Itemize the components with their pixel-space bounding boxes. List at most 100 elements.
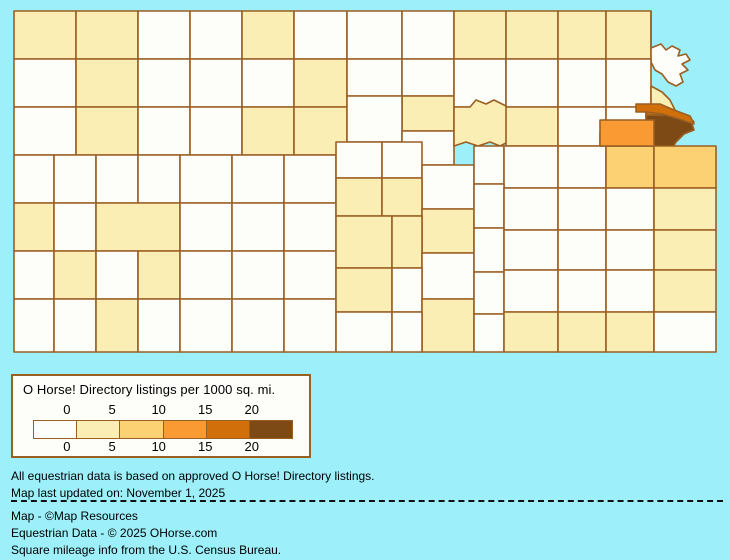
county-nemaha[interactable] <box>557 10 607 60</box>
county-sedgwick[interactable] <box>421 298 475 353</box>
county-pottawatomie-north[interactable] <box>505 58 559 108</box>
kansas-map[interactable] <box>0 0 730 366</box>
county-smith[interactable] <box>293 10 348 60</box>
county-mcpherson[interactable] <box>381 177 423 217</box>
county-pawnee[interactable] <box>231 202 285 252</box>
county-thomas[interactable] <box>75 58 139 108</box>
county-bourbon[interactable] <box>605 269 655 313</box>
county-osage[interactable] <box>605 187 655 231</box>
county-kiowa[interactable] <box>335 267 393 313</box>
county-saline[interactable] <box>381 141 423 179</box>
county-kingman[interactable] <box>391 267 423 313</box>
county-pratt[interactable] <box>283 250 337 300</box>
county-washington[interactable] <box>453 10 507 60</box>
county-norton[interactable] <box>189 10 243 60</box>
county-jackson-north[interactable] <box>557 58 607 108</box>
county-rawlins[interactable] <box>75 10 139 60</box>
county-lane[interactable] <box>137 154 181 204</box>
county-reno[interactable] <box>335 215 393 269</box>
county-elk[interactable] <box>473 271 505 315</box>
county-barber[interactable] <box>283 298 337 353</box>
county-ness[interactable] <box>179 154 233 204</box>
county-franklin[interactable] <box>653 187 717 231</box>
county-rice[interactable] <box>335 177 383 217</box>
county-hamilton[interactable] <box>13 202 55 252</box>
county-riley-north[interactable] <box>453 58 507 108</box>
county-sumner[interactable] <box>391 311 423 353</box>
county-morton[interactable] <box>13 298 55 353</box>
county-jewell[interactable] <box>346 10 403 60</box>
county-brown[interactable] <box>605 10 652 60</box>
county-linn-south[interactable] <box>653 269 717 313</box>
county-rush[interactable] <box>231 154 285 204</box>
county-harvey[interactable] <box>391 215 423 269</box>
county-finney[interactable] <box>95 202 181 252</box>
county-butler[interactable] <box>421 252 475 300</box>
county-clay-upper[interactable] <box>401 95 455 132</box>
county-ellis[interactable] <box>241 106 295 156</box>
county-cheyenne[interactable] <box>13 10 77 60</box>
county-wichita[interactable] <box>53 154 97 204</box>
county-doniphan[interactable] <box>650 10 691 87</box>
county-seward[interactable] <box>95 298 139 353</box>
county-jackson-main[interactable] <box>557 106 607 147</box>
county-woodson[interactable] <box>503 269 559 313</box>
county-kearny[interactable] <box>53 202 97 252</box>
county-grant[interactable] <box>53 250 97 300</box>
county-clark[interactable] <box>179 298 233 353</box>
county-sheridan[interactable] <box>137 58 191 108</box>
county-graham[interactable] <box>189 58 243 108</box>
county-gray[interactable] <box>137 250 181 300</box>
county-ellsworth[interactable] <box>335 141 383 179</box>
county-shawnee[interactable] <box>557 145 607 189</box>
county-anderson[interactable] <box>557 229 607 271</box>
county-trego[interactable] <box>189 106 243 156</box>
county-stafford[interactable] <box>283 202 337 252</box>
county-cowley[interactable] <box>473 313 505 353</box>
county-franklin-band[interactable] <box>599 119 655 147</box>
county-leavenworth-river-strip[interactable] <box>635 103 695 125</box>
county-wabaunsee[interactable] <box>503 145 559 189</box>
county-republic[interactable] <box>401 10 455 60</box>
county-pottawatomie-main[interactable] <box>505 106 559 147</box>
county-chautauqua[interactable] <box>503 311 559 353</box>
county-gove[interactable] <box>137 106 191 156</box>
county-marion[interactable] <box>421 208 475 254</box>
county-meade[interactable] <box>137 298 181 353</box>
county-haskell[interactable] <box>95 250 139 300</box>
county-scott[interactable] <box>95 154 139 204</box>
county-greeley[interactable] <box>13 154 55 204</box>
county-edwards[interactable] <box>231 250 285 300</box>
county-montgomery[interactable] <box>557 311 607 353</box>
county-wallace[interactable] <box>13 106 77 156</box>
county-johnson[interactable] <box>653 145 717 189</box>
county-phillips[interactable] <box>241 10 295 60</box>
county-stanton[interactable] <box>13 250 55 300</box>
county-barton[interactable] <box>283 154 337 204</box>
county-hodgeman[interactable] <box>179 202 233 252</box>
county-morris[interactable] <box>503 187 559 231</box>
county-miami[interactable] <box>653 229 717 271</box>
county-mitchell[interactable] <box>346 58 403 97</box>
county-geary[interactable] <box>473 145 505 185</box>
county-allen[interactable] <box>557 269 607 313</box>
county-atchison[interactable] <box>605 58 652 108</box>
county-marshall[interactable] <box>505 10 559 60</box>
county-greenwood[interactable] <box>473 227 505 273</box>
county-decatur[interactable] <box>137 10 191 60</box>
county-harper[interactable] <box>335 311 393 353</box>
county-douglas[interactable] <box>605 145 655 189</box>
county-stevens[interactable] <box>53 298 97 353</box>
county-logan[interactable] <box>75 106 139 156</box>
county-osborne[interactable] <box>293 58 348 108</box>
county-coffey[interactable] <box>503 229 559 271</box>
county-cloud[interactable] <box>401 58 455 97</box>
county-sherman[interactable] <box>13 58 77 108</box>
county-chase[interactable] <box>473 183 505 229</box>
county-comanche[interactable] <box>231 298 285 353</box>
county-rooks[interactable] <box>241 58 295 108</box>
county-cherokee[interactable] <box>653 311 717 353</box>
county-lincoln[interactable] <box>346 95 403 143</box>
county-labette[interactable] <box>605 311 655 353</box>
county-linn[interactable] <box>605 229 655 271</box>
